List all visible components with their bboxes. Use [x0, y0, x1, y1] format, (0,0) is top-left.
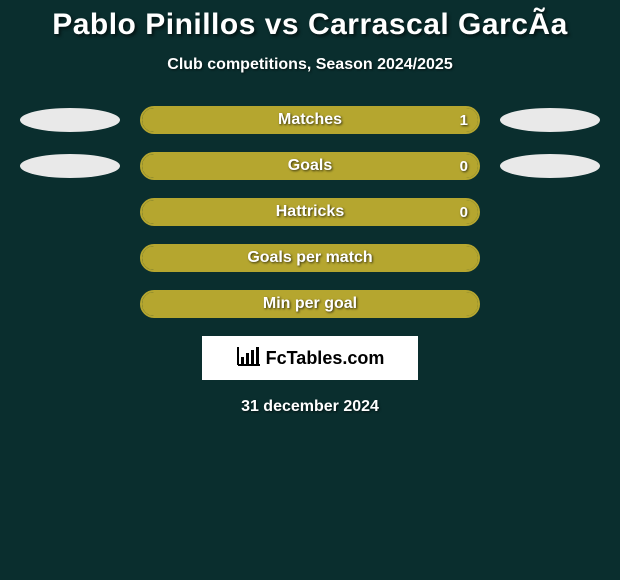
left-slot [20, 198, 120, 226]
right-slot [500, 152, 600, 180]
stat-value: 1 [460, 112, 468, 129]
left-ellipse [20, 154, 120, 178]
left-slot [20, 152, 120, 180]
subtitle: Club competitions, Season 2024/2025 [0, 56, 620, 74]
stat-label: Hattricks [276, 203, 344, 221]
stat-bar: Matches 1 [140, 106, 480, 134]
right-slot [500, 290, 600, 318]
stat-row: Goals per match [0, 244, 620, 272]
stat-row: Matches 1 [0, 106, 620, 134]
left-ellipse [20, 108, 120, 132]
stat-label: Matches [278, 111, 342, 129]
right-slot [500, 244, 600, 272]
stat-bar: Min per goal [140, 290, 480, 318]
right-slot [500, 106, 600, 134]
stat-row: Min per goal [0, 290, 620, 318]
stat-label: Goals [288, 157, 332, 175]
stat-row: Hattricks 0 [0, 198, 620, 226]
logo-text: FcTables.com [266, 348, 385, 369]
stat-label: Goals per match [247, 249, 372, 267]
date-text: 31 december 2024 [0, 398, 620, 416]
stat-bar: Hattricks 0 [140, 198, 480, 226]
logo-box: FcTables.com [202, 336, 418, 380]
stat-bar: Goals per match [140, 244, 480, 272]
stat-value: 0 [460, 204, 468, 221]
left-slot [20, 244, 120, 272]
right-ellipse [500, 108, 600, 132]
stat-row: Goals 0 [0, 152, 620, 180]
stat-value: 0 [460, 158, 468, 175]
barchart-icon [236, 345, 262, 372]
stat-label: Min per goal [263, 295, 357, 313]
left-slot [20, 290, 120, 318]
stat-rows: Matches 1 Goals 0 Hattricks 0 Goals per match M… [0, 106, 620, 318]
left-slot [20, 106, 120, 134]
right-slot [500, 198, 600, 226]
stat-bar: Goals 0 [140, 152, 480, 180]
page-title: Pablo Pinillos vs Carrascal GarcÃ­a [0, 0, 620, 42]
right-ellipse [500, 154, 600, 178]
